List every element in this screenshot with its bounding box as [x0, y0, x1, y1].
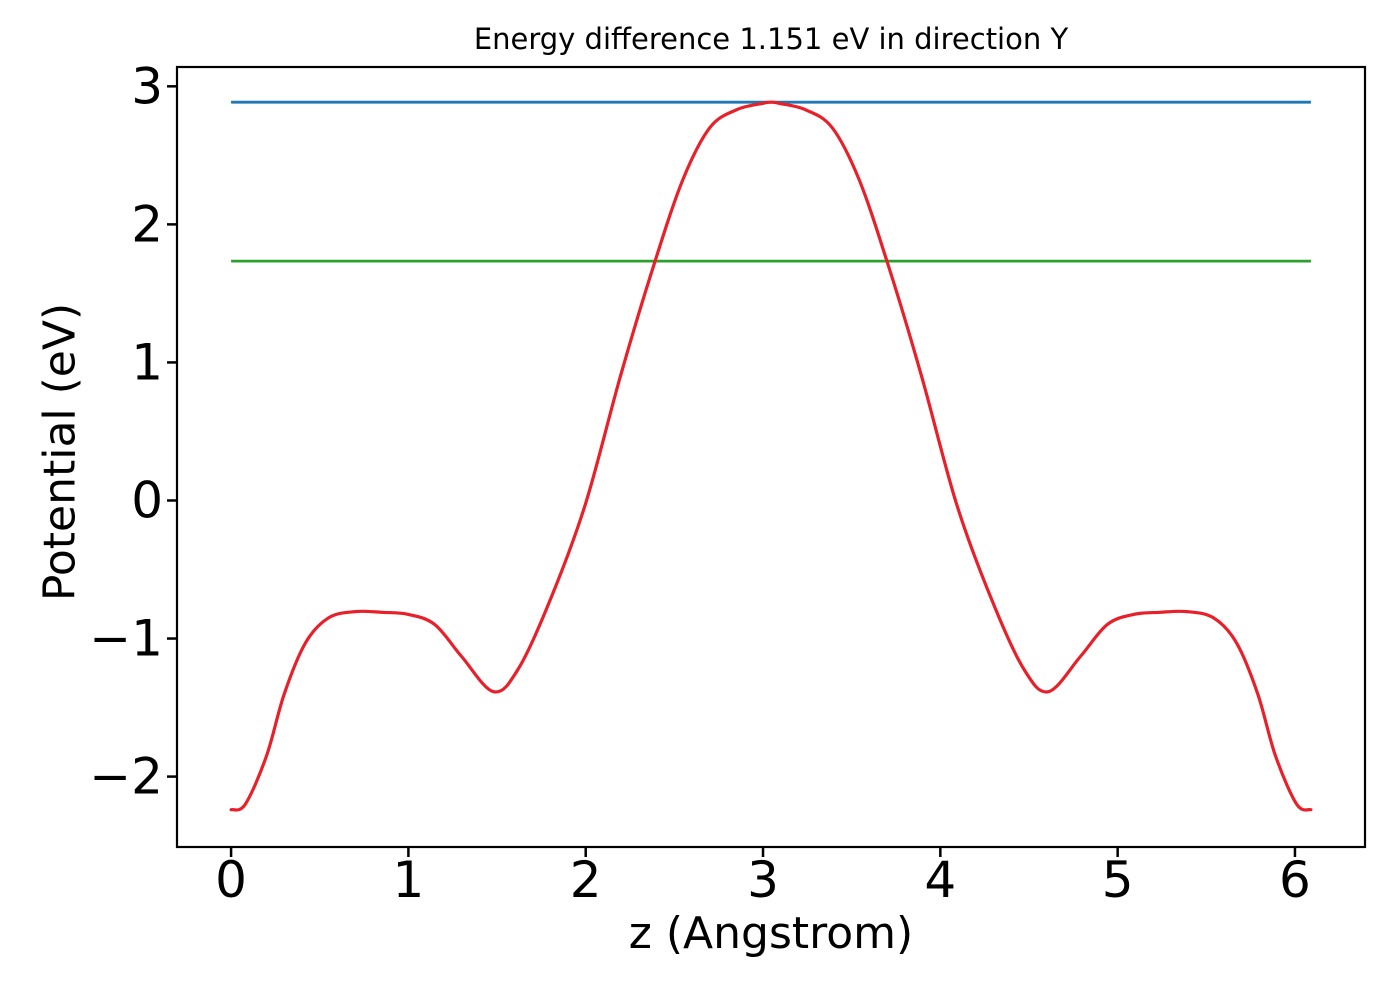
x-tick-label: 0 [215, 851, 247, 909]
y-tick-label: 1 [131, 333, 163, 391]
potential-curve-group [229, 100, 1313, 812]
x-tick-label: 6 [1279, 851, 1311, 909]
x-tick-label: 3 [747, 851, 779, 909]
x-tick-label: 2 [570, 851, 602, 909]
y-tick-label: 0 [131, 471, 163, 529]
x-axis-ticks: 0 1 2 3 4 5 6 [215, 847, 1311, 909]
x-axis-label: z (Angstrom) [628, 908, 914, 959]
potential-curve [229, 100, 1313, 812]
chart-title: Energy difference 1.151 eV in direction … [473, 22, 1069, 56]
y-tick-label: 3 [131, 57, 163, 115]
y-tick-label: 2 [131, 195, 163, 253]
plot-border [175, 65, 1367, 849]
horizontal-reference-lines [231, 100, 1311, 263]
y-axis-ticks: −2 −1 0 1 2 3 [89, 57, 177, 806]
y-tick-label: −2 [89, 748, 163, 806]
x-tick-label: 4 [924, 851, 956, 909]
x-tick-label: 1 [392, 851, 424, 909]
y-tick-label: −1 [89, 610, 163, 668]
x-tick-label: 5 [1102, 851, 1134, 909]
